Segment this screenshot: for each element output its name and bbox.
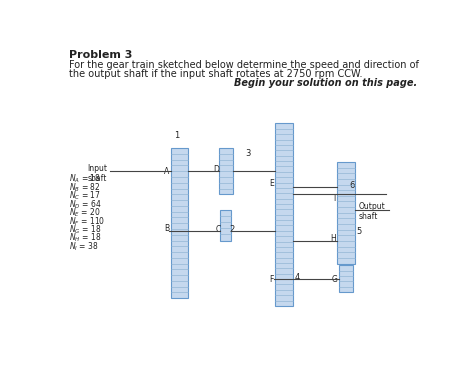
Text: D: D: [213, 165, 219, 174]
Text: the output shaft if the input shaft rotates at 2750 rpm CCW.: the output shaft if the input shaft rota…: [69, 69, 362, 79]
Text: Begin your solution on this page.: Begin your solution on this page.: [234, 78, 417, 88]
Text: $N_{I}$ = 38: $N_{I}$ = 38: [69, 240, 99, 253]
Text: For the gear train sketched below determine the speed and direction of: For the gear train sketched below determ…: [69, 60, 419, 70]
Text: B: B: [164, 224, 169, 233]
Bar: [339, 265, 353, 292]
Text: $N_{C}$ = 17: $N_{C}$ = 17: [69, 190, 100, 202]
Text: E: E: [269, 179, 274, 188]
Bar: [220, 210, 231, 241]
Bar: [337, 162, 355, 263]
Text: 4: 4: [295, 273, 300, 282]
Text: $N_{G}$ = 18: $N_{G}$ = 18: [69, 223, 101, 236]
Text: Input
shaft: Input shaft: [87, 163, 107, 183]
Text: $N_{D}$ = 64: $N_{D}$ = 64: [69, 198, 101, 210]
Text: H: H: [330, 234, 336, 244]
Text: A: A: [164, 167, 169, 176]
Text: 3: 3: [245, 149, 250, 158]
Text: 5: 5: [356, 227, 361, 236]
Text: $N_{B}$ = 82: $N_{B}$ = 82: [69, 181, 100, 194]
Text: 6: 6: [349, 181, 355, 190]
Text: Problem 3: Problem 3: [69, 50, 132, 60]
Text: 1: 1: [173, 131, 179, 141]
Text: 2: 2: [229, 225, 234, 234]
Text: Output
shaft: Output shaft: [358, 202, 385, 222]
Bar: [275, 124, 292, 306]
Bar: [219, 148, 233, 194]
Bar: [171, 148, 188, 298]
Text: $N_{H}$ = 18: $N_{H}$ = 18: [69, 232, 101, 244]
Text: G: G: [332, 275, 337, 284]
Text: I: I: [334, 194, 336, 203]
Text: $N_{A}$ = 18: $N_{A}$ = 18: [69, 173, 100, 185]
Text: $N_{E}$ = 20: $N_{E}$ = 20: [69, 206, 100, 219]
Text: C: C: [215, 225, 220, 234]
Text: F: F: [270, 275, 274, 284]
Text: $N_{F}$ = 110: $N_{F}$ = 110: [69, 215, 105, 227]
